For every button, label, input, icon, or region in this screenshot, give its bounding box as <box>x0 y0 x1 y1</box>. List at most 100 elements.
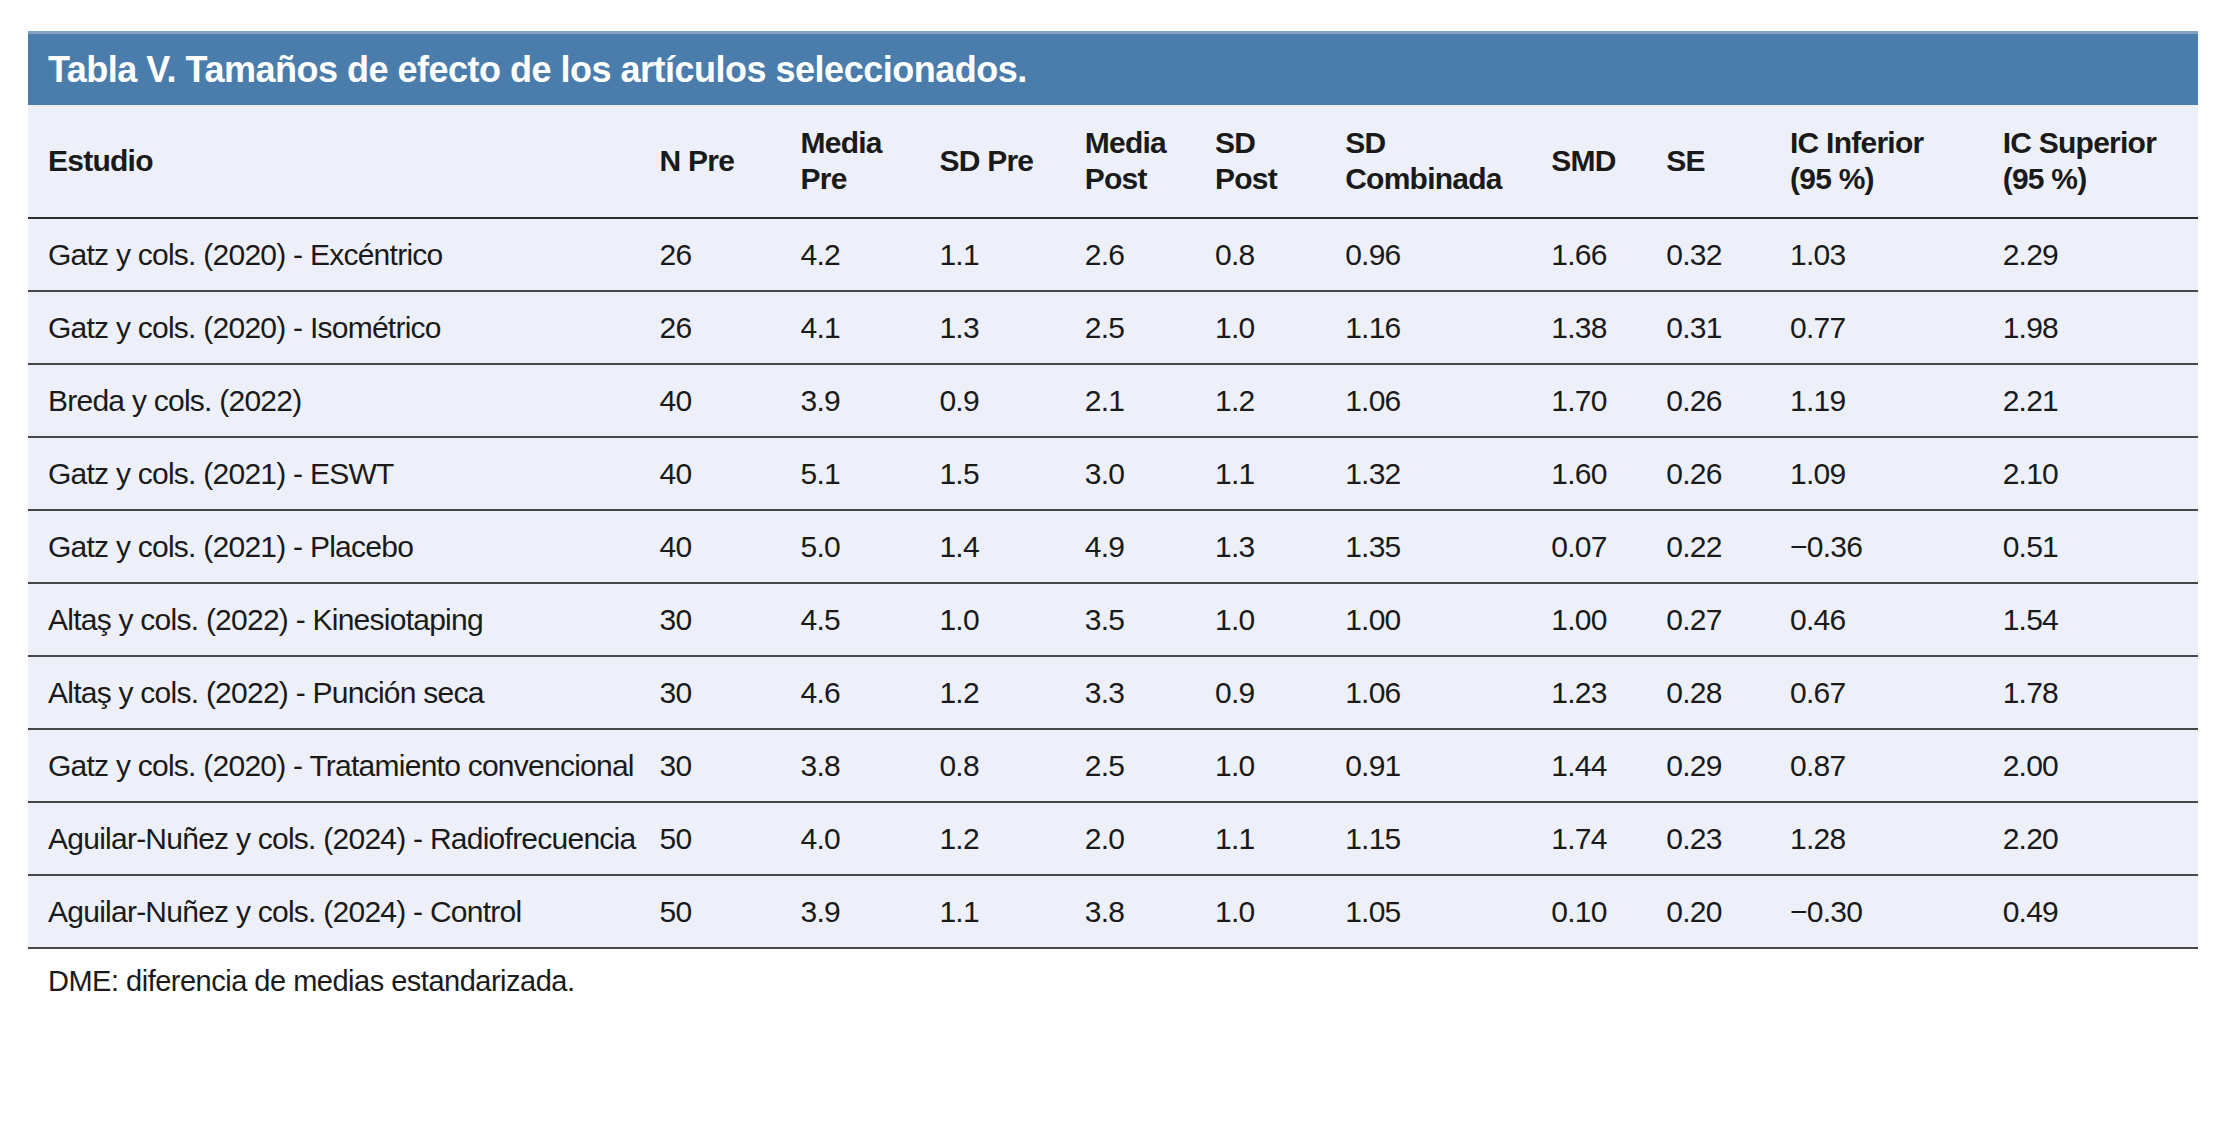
study-cell: Altaş y cols. (2022) - Kinesiotaping <box>28 583 659 656</box>
sd-pre-cell: 0.8 <box>939 729 1084 802</box>
smd-cell: 1.38 <box>1551 291 1666 364</box>
n-pre-cell: 50 <box>659 875 800 948</box>
column-header-sd-combinada: SD Combinada <box>1345 105 1551 218</box>
media-post-cell: 2.5 <box>1085 291 1215 364</box>
sd-post-cell: 0.9 <box>1215 656 1345 729</box>
study-cell: Altaş y cols. (2022) - Punción seca <box>28 656 659 729</box>
media-post-cell: 2.5 <box>1085 729 1215 802</box>
sd-combinada-cell: 1.06 <box>1345 364 1551 437</box>
smd-cell: 1.74 <box>1551 802 1666 875</box>
column-header-media-pre: Media Pre <box>801 105 940 218</box>
table-header: Estudio N Pre Media Pre SD Pre Media Pos… <box>28 105 2198 218</box>
header-row: Estudio N Pre Media Pre SD Pre Media Pos… <box>28 105 2198 218</box>
ic-superior-cell: 2.21 <box>2003 364 2198 437</box>
sd-post-cell: 1.2 <box>1215 364 1345 437</box>
table-row: Gatz y cols. (2021) - Placebo 40 5.0 1.4… <box>28 510 2198 583</box>
se-cell: 0.26 <box>1666 437 1790 510</box>
ic-inferior-cell: 1.19 <box>1790 364 2003 437</box>
study-cell: Gatz y cols. (2020) - Tratamiento conven… <box>28 729 659 802</box>
smd-cell: 1.66 <box>1551 218 1666 291</box>
study-cell: Gatz y cols. (2020) - Isométrico <box>28 291 659 364</box>
ic-superior-cell: 2.20 <box>2003 802 2198 875</box>
table-row: Gatz y cols. (2020) - Isométrico 26 4.1 … <box>28 291 2198 364</box>
ic-inferior-cell: 1.03 <box>1790 218 2003 291</box>
table-body: Gatz y cols. (2020) - Excéntrico 26 4.2 … <box>28 218 2198 948</box>
study-cell: Gatz y cols. (2020) - Excéntrico <box>28 218 659 291</box>
column-header-n-pre: N Pre <box>659 105 800 218</box>
sd-post-cell: 1.1 <box>1215 437 1345 510</box>
smd-cell: 1.70 <box>1551 364 1666 437</box>
sd-combinada-cell: 0.91 <box>1345 729 1551 802</box>
n-pre-cell: 30 <box>659 729 800 802</box>
se-cell: 0.27 <box>1666 583 1790 656</box>
table-footnote: DME: diferencia de medias estandarizada. <box>28 965 2198 998</box>
sd-pre-cell: 1.3 <box>939 291 1084 364</box>
n-pre-cell: 30 <box>659 656 800 729</box>
ic-inferior-cell: 1.28 <box>1790 802 2003 875</box>
media-pre-cell: 3.9 <box>801 364 940 437</box>
sd-pre-cell: 0.9 <box>939 364 1084 437</box>
sd-combinada-cell: 1.05 <box>1345 875 1551 948</box>
ic-inferior-cell: 1.09 <box>1790 437 2003 510</box>
se-cell: 0.22 <box>1666 510 1790 583</box>
media-pre-cell: 3.9 <box>801 875 940 948</box>
column-header-sd-post: SD Post <box>1215 105 1345 218</box>
sd-pre-cell: 1.0 <box>939 583 1084 656</box>
study-cell: Gatz y cols. (2021) - ESWT <box>28 437 659 510</box>
table-row: Aguilar-Nuñez y cols. (2024) - Control 5… <box>28 875 2198 948</box>
n-pre-cell: 26 <box>659 218 800 291</box>
ic-inferior-cell: 0.67 <box>1790 656 2003 729</box>
column-header-media-post: Media Post <box>1085 105 1215 218</box>
table-row: Aguilar-Nuñez y cols. (2024) - Radiofrec… <box>28 802 2198 875</box>
se-cell: 0.29 <box>1666 729 1790 802</box>
sd-post-cell: 1.0 <box>1215 291 1345 364</box>
media-pre-cell: 5.1 <box>801 437 940 510</box>
ic-superior-cell: 2.00 <box>2003 729 2198 802</box>
sd-combinada-cell: 1.35 <box>1345 510 1551 583</box>
ic-superior-cell: 0.51 <box>2003 510 2198 583</box>
table-row: Gatz y cols. (2020) - Excéntrico 26 4.2 … <box>28 218 2198 291</box>
sd-pre-cell: 1.2 <box>939 802 1084 875</box>
column-header-estudio: Estudio <box>28 105 659 218</box>
smd-cell: 0.10 <box>1551 875 1666 948</box>
sd-post-cell: 1.0 <box>1215 583 1345 656</box>
ic-superior-cell: 2.29 <box>2003 218 2198 291</box>
column-header-sd-pre: SD Pre <box>939 105 1084 218</box>
se-cell: 0.26 <box>1666 364 1790 437</box>
media-post-cell: 3.5 <box>1085 583 1215 656</box>
table-title: Tabla V. Tamaños de efecto de los artícu… <box>48 49 1027 91</box>
table-title-bar: Tabla V. Tamaños de efecto de los artícu… <box>28 31 2198 105</box>
media-pre-cell: 4.2 <box>801 218 940 291</box>
se-cell: 0.28 <box>1666 656 1790 729</box>
sd-pre-cell: 1.2 <box>939 656 1084 729</box>
study-cell: Aguilar-Nuñez y cols. (2024) - Control <box>28 875 659 948</box>
n-pre-cell: 26 <box>659 291 800 364</box>
sd-combinada-cell: 1.00 <box>1345 583 1551 656</box>
table-row: Altaş y cols. (2022) - Punción seca 30 4… <box>28 656 2198 729</box>
media-post-cell: 3.0 <box>1085 437 1215 510</box>
media-pre-cell: 4.6 <box>801 656 940 729</box>
study-cell: Breda y cols. (2022) <box>28 364 659 437</box>
ic-inferior-cell: 0.87 <box>1790 729 2003 802</box>
ic-superior-cell: 1.98 <box>2003 291 2198 364</box>
media-post-cell: 3.8 <box>1085 875 1215 948</box>
column-header-ic-inferior: IC Inferior (95 %) <box>1790 105 2003 218</box>
page-canvas: Tabla V. Tamaños de efecto de los artícu… <box>0 0 2226 1126</box>
sd-combinada-cell: 1.06 <box>1345 656 1551 729</box>
column-header-se: SE <box>1666 105 1790 218</box>
table-row: Breda y cols. (2022) 40 3.9 0.9 2.1 1.2 … <box>28 364 2198 437</box>
column-header-smd: SMD <box>1551 105 1666 218</box>
sd-pre-cell: 1.1 <box>939 218 1084 291</box>
media-post-cell: 2.6 <box>1085 218 1215 291</box>
table-frame: Tabla V. Tamaños de efecto de los artícu… <box>28 31 2198 998</box>
ic-superior-cell: 0.49 <box>2003 875 2198 948</box>
smd-cell: 1.23 <box>1551 656 1666 729</box>
table-row: Gatz y cols. (2021) - ESWT 40 5.1 1.5 3.… <box>28 437 2198 510</box>
sd-combinada-cell: 1.15 <box>1345 802 1551 875</box>
smd-cell: 0.07 <box>1551 510 1666 583</box>
table-row: Gatz y cols. (2020) - Tratamiento conven… <box>28 729 2198 802</box>
media-pre-cell: 4.5 <box>801 583 940 656</box>
smd-cell: 1.00 <box>1551 583 1666 656</box>
media-pre-cell: 4.1 <box>801 291 940 364</box>
sd-pre-cell: 1.5 <box>939 437 1084 510</box>
